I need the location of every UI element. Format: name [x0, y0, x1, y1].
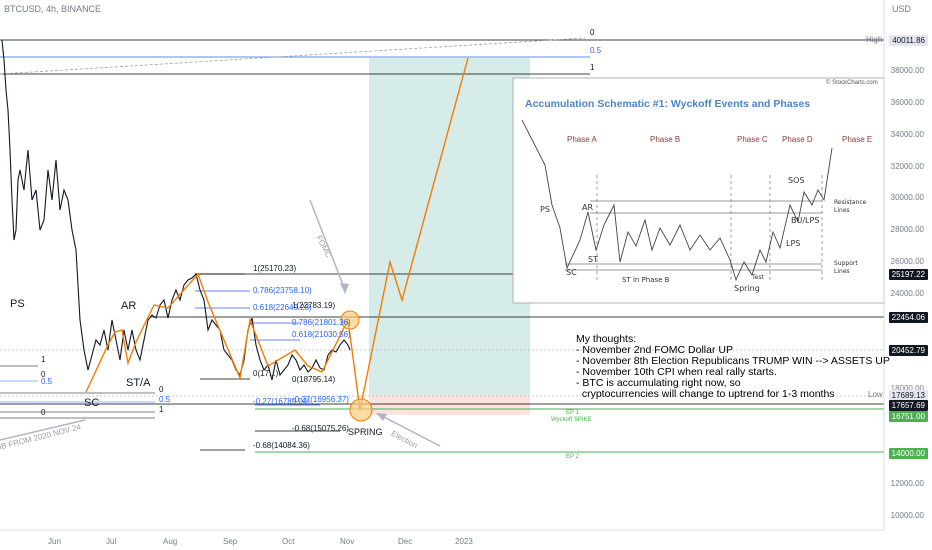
schematic-event: Support: [834, 260, 858, 267]
phase-label: Phase B: [650, 135, 681, 144]
price-tag-17657: 17657.69: [888, 400, 928, 411]
target-zone: [369, 58, 530, 395]
price-tag-22454: 22454.06: [888, 312, 928, 323]
label-sta: ST/A: [126, 377, 151, 389]
fib-left-label: 1: [41, 355, 46, 364]
spring-circle: [349, 398, 373, 422]
thoughts-line: - November 8th Election Republicans TRUM…: [576, 355, 890, 367]
fib-left-label: 0: [41, 370, 46, 379]
x-tick: Nov: [340, 537, 355, 546]
label-sc: SC: [84, 397, 100, 409]
x-tick: Dec: [398, 537, 413, 546]
schematic-event: PS: [540, 205, 550, 214]
label-ep2: EP 2: [566, 454, 579, 460]
fib-label: -0.68(14084.36): [253, 441, 310, 450]
schematic-event: SC: [566, 268, 577, 277]
fib-top-0: 0: [590, 28, 595, 37]
phase-label: Phase A: [567, 135, 597, 144]
y-tick: 32000.00: [890, 162, 924, 171]
y-tick: 30000.00: [890, 193, 924, 202]
label-spring: SPRING: [348, 427, 383, 437]
fib-left-label: 0: [41, 408, 46, 417]
schematic-event: BU/LPS: [791, 216, 820, 225]
price-tag-14000: 14000.00: [888, 448, 928, 459]
high-price-tag: 40011.86: [889, 35, 928, 46]
price-tag-25197: 25197.22: [888, 269, 928, 280]
fib-left-label: 0: [159, 385, 164, 394]
y-tick: 26000.00: [890, 257, 924, 266]
thoughts-note: My thoughts: - November 2nd FOMC Dollar …: [576, 334, 890, 400]
y-tick: 36000.00: [890, 98, 924, 107]
x-tick: Aug: [163, 537, 178, 546]
schematic-event: SOS: [788, 176, 805, 185]
phase-label: Phase D: [782, 135, 813, 144]
dashed-trend: [0, 37, 586, 75]
symbol-title: BTCUSD, 4h, BINANCE: [4, 4, 102, 14]
stop-zone: [369, 395, 530, 415]
y-tick: 28000.00: [890, 225, 924, 234]
fib-label: 0(17...): [253, 369, 279, 378]
x-tick: Jun: [48, 537, 61, 546]
schematic-path: [521, 119, 833, 282]
x-tick: Oct: [282, 537, 295, 546]
y-tick: 12000.00: [890, 479, 924, 488]
high-label: High: [866, 35, 883, 44]
low-price-tag: 17689.13: [888, 390, 928, 401]
price-tag-16751: 16751.00: [888, 411, 928, 422]
phase-label: Phase E: [842, 135, 873, 144]
x-tick: 2023: [455, 537, 473, 546]
schematic-event: Resistance: [834, 199, 867, 206]
y-tick: 24000.00: [890, 289, 924, 298]
fib-label: 0(18795.14): [292, 375, 336, 384]
schematic-event: Lines: [834, 268, 850, 275]
schematic-event: AR: [582, 203, 594, 212]
fib-label: -0.27(16789.04): [253, 397, 310, 406]
swing-path: [85, 57, 469, 411]
thoughts-line: - BTC is accumulating right now, so: [576, 377, 741, 389]
fib-label: 1(22783.19): [292, 301, 336, 310]
y-tick: 10000.00: [890, 511, 924, 520]
fib-label: 0.786(21801.36): [292, 318, 351, 327]
schematic-source: © StockCharts.com: [826, 80, 878, 86]
schematic-event: Lines: [834, 207, 850, 214]
low-label: Low: [868, 390, 883, 399]
fib-top-1: 1: [590, 63, 595, 72]
fib-top-05: 0.5: [590, 46, 602, 55]
schematic-event: Test: [752, 274, 764, 281]
fomc-circle: [340, 310, 360, 330]
currency-label: USD: [892, 4, 912, 14]
fib-left-label: 0.5: [159, 395, 171, 404]
x-tick: Sep: [223, 537, 238, 546]
y-tick: 18000.00: [890, 384, 924, 393]
label-ep1: EP 1: [566, 410, 579, 416]
fib-label: 0.618(22649.23): [253, 303, 312, 312]
label-ps: PS: [10, 298, 25, 310]
fib-label: -0.68(15075.26): [292, 424, 349, 433]
thoughts-title: My thoughts:: [576, 333, 637, 345]
thoughts-line: cryptocurrencies will change to uptrend …: [576, 388, 835, 400]
schematic-event: ST: [588, 255, 598, 264]
thoughts-line: - November 2nd FOMC Dollar UP: [576, 344, 733, 356]
y-tick: 34000.00: [890, 130, 924, 139]
price-series: [1, 39, 351, 381]
fib-label: 1(25170.23): [253, 264, 297, 273]
schematic-event: LPS: [786, 239, 801, 248]
schematic-event: Spring: [734, 284, 760, 293]
label-wyckoff-spike: Wyckoff SPIKE: [551, 417, 592, 423]
label-ar: AR: [121, 300, 137, 312]
fib-left-label: 0.5: [41, 377, 53, 386]
x-tick: Jul: [106, 537, 117, 546]
fib-label: 0.786(23758.10): [253, 286, 312, 295]
phase-label: Phase C: [737, 135, 768, 144]
fib-label: 0.618(21030.56): [292, 330, 351, 339]
thoughts-line: - November 10th CPI when real rally star…: [576, 366, 777, 378]
y-tick: 38000.00: [890, 66, 924, 75]
price-tag-20452: 20452.79: [888, 345, 928, 356]
schematic-event: ST in Phase B: [622, 276, 670, 284]
fib-label: -0.27(16956.37): [292, 395, 349, 404]
fib-left-label: 1: [159, 405, 164, 414]
schematic-title: Accumulation Schematic #1: Wyckoff Event…: [525, 98, 811, 110]
